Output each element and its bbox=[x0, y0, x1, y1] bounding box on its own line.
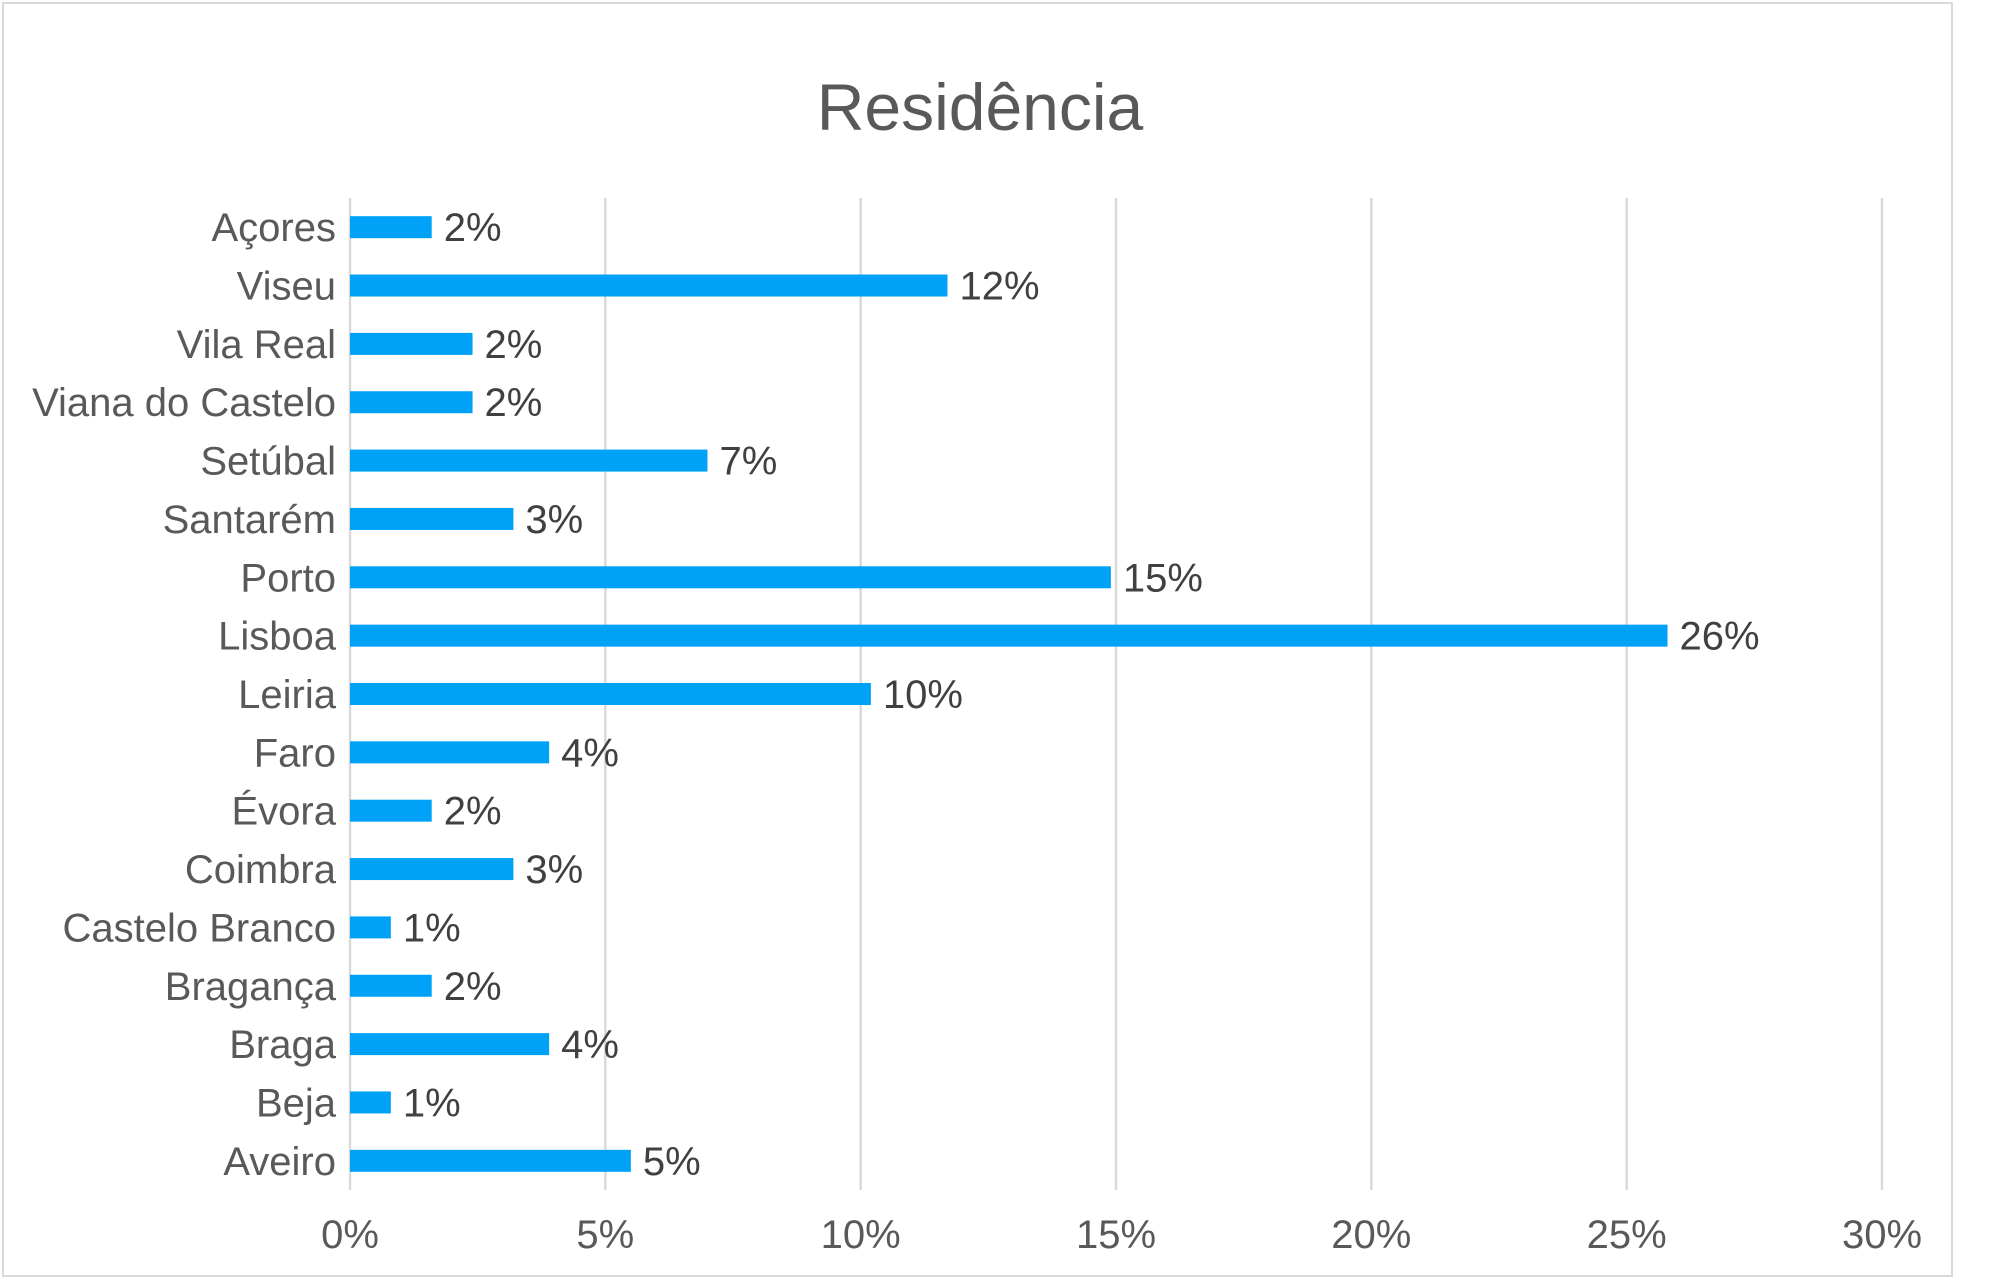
x-tick-label: 0% bbox=[321, 1213, 379, 1257]
category-label: Setúbal bbox=[200, 440, 336, 484]
data-label: 2% bbox=[485, 381, 543, 425]
bar bbox=[350, 274, 948, 297]
bar bbox=[350, 683, 871, 705]
bar bbox=[350, 741, 550, 764]
data-label: 2% bbox=[444, 206, 502, 250]
bar bbox=[350, 507, 514, 530]
category-label: Viseu bbox=[237, 265, 336, 309]
bar bbox=[350, 566, 1111, 589]
bar bbox=[350, 391, 473, 414]
category-label: Aveiro bbox=[223, 1140, 336, 1184]
data-label: 4% bbox=[561, 731, 619, 775]
bar bbox=[350, 1091, 391, 1114]
category-label: Porto bbox=[240, 556, 336, 600]
data-label: 12% bbox=[959, 265, 1039, 309]
data-label: 4% bbox=[561, 1023, 619, 1067]
data-label: 5% bbox=[643, 1140, 701, 1184]
data-label: 2% bbox=[485, 323, 543, 367]
x-tick-label: 5% bbox=[576, 1213, 634, 1257]
data-label: 2% bbox=[444, 965, 502, 1009]
bar bbox=[350, 858, 514, 881]
bar bbox=[350, 624, 1668, 647]
data-label: 2% bbox=[444, 790, 502, 834]
category-label: Santarém bbox=[163, 498, 336, 542]
bar bbox=[350, 216, 432, 239]
category-label: Lisboa bbox=[218, 615, 337, 659]
data-label: 10% bbox=[883, 673, 963, 717]
category-label: Évora bbox=[232, 789, 337, 834]
category-label: Vila Real bbox=[177, 323, 336, 367]
bar bbox=[350, 974, 432, 997]
category-label: Beja bbox=[256, 1081, 337, 1125]
category-label: Braga bbox=[229, 1023, 336, 1067]
x-tick-label: 30% bbox=[1842, 1213, 1922, 1257]
x-tick-label: 10% bbox=[821, 1213, 901, 1257]
value-axis: 0% 5% 10% 15% 20% 25% 30% bbox=[321, 1213, 1922, 1257]
bar bbox=[350, 1033, 550, 1056]
category-axis: Açores Viseu Vila Real Viana do Castelo Setú… bbox=[32, 206, 337, 1184]
data-label: 26% bbox=[1680, 615, 1760, 659]
bar bbox=[350, 1149, 631, 1172]
data-labels: 2% 12% 2% 2% 7% 3% 15% 26% 10% 4% 2% 3% 1% 2% 4% 1% 5% bbox=[403, 206, 1760, 1184]
category-label: Viana do Castelo bbox=[32, 381, 336, 425]
category-label: Açores bbox=[212, 206, 337, 250]
data-label: 15% bbox=[1123, 556, 1203, 600]
category-label: Castelo Branco bbox=[63, 906, 336, 950]
x-tick-label: 20% bbox=[1331, 1213, 1411, 1257]
gridlines bbox=[348, 198, 1884, 1190]
category-label: Bragança bbox=[165, 965, 337, 1009]
data-label: 7% bbox=[719, 440, 777, 484]
bar bbox=[350, 332, 473, 355]
data-label: 3% bbox=[525, 498, 583, 542]
x-tick-label: 15% bbox=[1076, 1213, 1156, 1257]
x-tick-label: 25% bbox=[1587, 1213, 1667, 1257]
bar bbox=[350, 916, 391, 939]
bars bbox=[350, 216, 1668, 1172]
category-label: Coimbra bbox=[185, 848, 337, 892]
bar bbox=[350, 799, 432, 822]
category-label: Faro bbox=[254, 731, 336, 775]
category-label: Leiria bbox=[238, 673, 337, 717]
data-label: 3% bbox=[525, 848, 583, 892]
chart-title: Residência bbox=[817, 70, 1144, 144]
data-label: 1% bbox=[403, 906, 461, 950]
bar bbox=[350, 449, 708, 472]
data-label: 1% bbox=[403, 1081, 461, 1125]
